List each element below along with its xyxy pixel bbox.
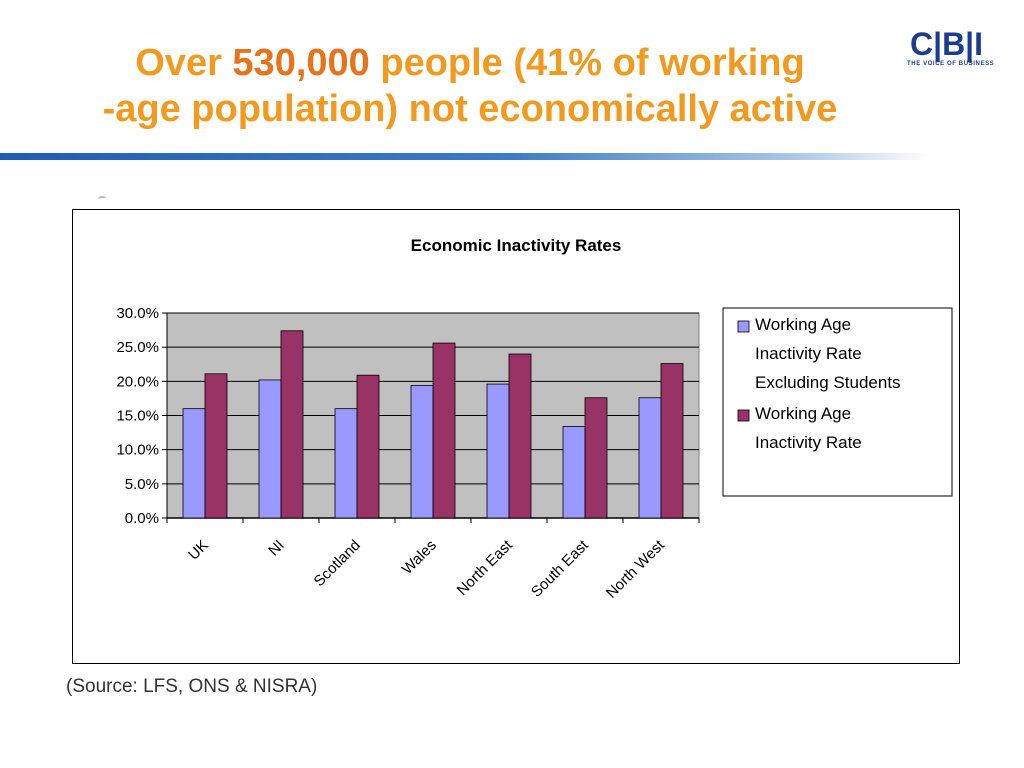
title-divider (0, 153, 930, 160)
bar-excl-students (638, 397, 662, 519)
x-category-label: Wales (399, 537, 440, 578)
bar-excl-students (334, 408, 358, 519)
x-category-label: North West (603, 536, 668, 601)
legend-label: Inactivity Rate (755, 344, 862, 363)
y-tick-label: 15.0% (116, 408, 159, 425)
x-category-label: UK (185, 537, 212, 564)
bar-inactivity-rate (356, 374, 380, 519)
x-category-label: NI (265, 537, 288, 560)
title-line-2: -age population) not economically active (102, 88, 838, 130)
y-tick-label: 25.0% (116, 339, 159, 356)
y-tick-label: 0.0% (125, 510, 159, 527)
legend-swatch-excl-students (737, 320, 750, 333)
legend-label: Inactivity Rate (755, 433, 862, 452)
title-text-post: people (41% of working (369, 42, 805, 84)
bar-inactivity-rate (280, 330, 304, 519)
y-tick-label: 5.0% (125, 476, 159, 493)
bar-inactivity-rate (660, 363, 684, 519)
y-tick-label: 10.0% (116, 442, 159, 459)
cbi-logo: C|B|I THE VOICE OF BUSINESS (904, 26, 1016, 76)
y-tick-label: 30.0% (116, 305, 159, 322)
title-highlight-number: 530,000 (232, 42, 370, 84)
bar-excl-students (562, 426, 586, 519)
logo-mark: C|B|I (910, 26, 984, 62)
bar-excl-students (486, 383, 510, 519)
x-category-label: North East (454, 536, 517, 599)
source-note: (Source: LFS, ONS & NISRA) (66, 676, 318, 697)
bar-inactivity-rate (508, 353, 532, 519)
bar-excl-students (258, 379, 282, 519)
chart-title: Economic Inactivity Rates (411, 236, 622, 255)
bar-excl-students (410, 385, 434, 519)
slide-title: Over 530,000 people (41% of working -age… (0, 40, 940, 132)
title-line-1: Over 530,000 people (41% of working (0, 40, 940, 86)
legend-label: Working Age (755, 404, 851, 423)
x-category-label: Scotland (311, 537, 364, 590)
legend-box (722, 307, 953, 497)
bar-inactivity-rate (584, 397, 608, 519)
title-text-pre: Over (135, 42, 233, 84)
bar-chart: Economic Inactivity Rates 0.0% 5.0% 10.0% 15… (116, 236, 953, 602)
legend-label: Working Age (755, 315, 851, 334)
decorative-mark (98, 196, 106, 201)
bar-inactivity-rate (432, 342, 456, 519)
legend-label: Excluding Students (755, 373, 901, 392)
logo-tagline: THE VOICE OF BUSINESS (907, 61, 995, 67)
chart-frame: Economic Inactivity Rates 0.0% 5.0% 10.0% 15… (72, 209, 960, 664)
bar-excl-students (182, 408, 206, 519)
x-category-label: South East (528, 536, 592, 600)
y-tick-label: 20.0% (116, 373, 159, 390)
legend-swatch-inactivity-rate (737, 409, 750, 422)
bar-inactivity-rate (204, 373, 228, 519)
